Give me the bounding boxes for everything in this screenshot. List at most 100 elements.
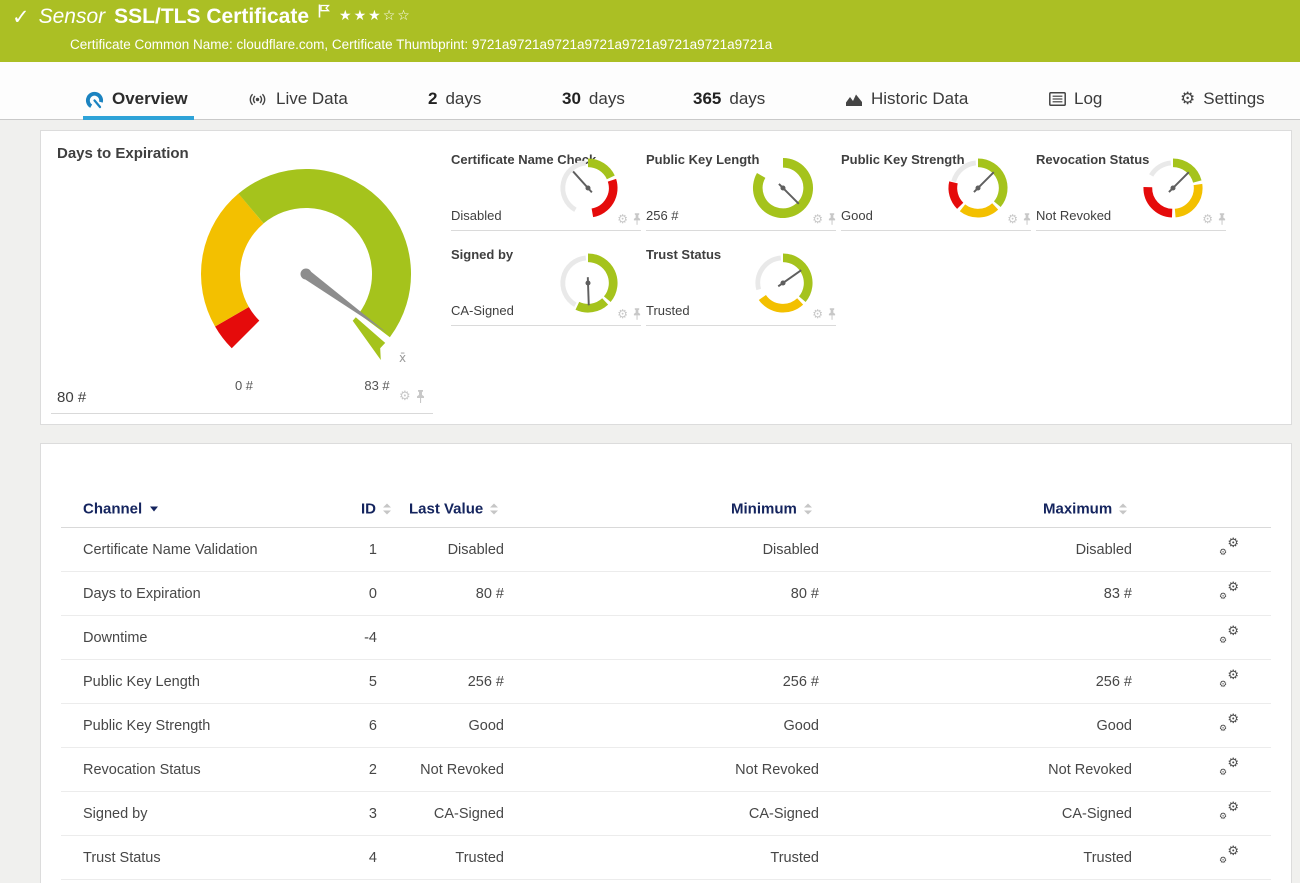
channel-settings-gears-icon[interactable]: ⚙ ⚙ bbox=[1219, 623, 1239, 646]
channel-settings-gears-icon[interactable]: ⚙ ⚙ bbox=[1219, 843, 1239, 866]
gear-icon[interactable]: ⚙ bbox=[1007, 212, 1018, 226]
channel-maximum: Trusted bbox=[1083, 849, 1132, 866]
table-row: Trust Status 4 Trusted Trusted Trusted ⚙… bbox=[61, 836, 1271, 880]
gear-icon[interactable]: ⚙ bbox=[812, 307, 823, 321]
tab-settings[interactable]: ⚙ Settings bbox=[1180, 86, 1265, 112]
days-to-expiration-gauge: x̄ bbox=[201, 169, 411, 365]
gauge-min-label: 0 # bbox=[234, 378, 254, 393]
tab-historic-data[interactable]: Historic Data bbox=[845, 86, 968, 112]
channel-minimum: 80 # bbox=[790, 585, 819, 602]
channel-settings-gears-icon[interactable]: ⚙ ⚙ bbox=[1219, 799, 1239, 822]
channel-maximum: Disabled bbox=[1075, 541, 1132, 558]
column-header-minimum[interactable]: Minimum bbox=[731, 500, 812, 517]
gear-icon[interactable]: ⚙ bbox=[617, 307, 628, 321]
sort-toggle-icon[interactable] bbox=[383, 503, 391, 514]
sort-toggle-icon[interactable] bbox=[1119, 503, 1128, 514]
channel-name[interactable]: Certificate Name Validation bbox=[83, 541, 258, 558]
gauge-card-value: 256 # bbox=[646, 208, 679, 223]
public-key-length-gauge bbox=[752, 157, 813, 219]
pin-icon[interactable] bbox=[1218, 213, 1226, 225]
channel-name[interactable]: Signed by bbox=[83, 805, 148, 822]
channel-name[interactable]: Downtime bbox=[83, 629, 148, 646]
tab-2-days[interactable]: 2 days bbox=[428, 86, 481, 112]
channel-minimum: Not Revoked bbox=[735, 761, 819, 778]
area-chart-icon bbox=[845, 92, 863, 107]
channel-name[interactable]: Public Key Length bbox=[83, 673, 200, 690]
column-header-channel[interactable]: Channel bbox=[83, 500, 159, 517]
gauge-card-title: Revocation Status bbox=[1036, 152, 1150, 167]
pin-icon[interactable] bbox=[633, 213, 641, 225]
gear-icon[interactable]: ⚙ bbox=[617, 212, 628, 226]
tab-label: Settings bbox=[1203, 89, 1265, 108]
channel-name[interactable]: Trust Status bbox=[83, 849, 161, 866]
tab-log[interactable]: Log bbox=[1049, 86, 1102, 112]
channel-maximum: CA-Signed bbox=[1061, 805, 1132, 822]
channel-minimum: CA-Signed bbox=[748, 805, 819, 822]
gauge-card-value: Disabled bbox=[451, 208, 502, 223]
channel-id: -4 bbox=[364, 629, 377, 646]
stars-empty-icon[interactable]: ☆☆ bbox=[382, 8, 412, 24]
gear-icon[interactable]: ⚙ bbox=[812, 212, 823, 226]
tab-label: days bbox=[445, 89, 482, 108]
gauge-tools: ⚙ bbox=[617, 308, 641, 320]
gauge-card-public-key-length: Public Key Length 256 # ⚙ bbox=[646, 146, 836, 231]
gauge-tools: ⚙ bbox=[812, 213, 836, 225]
gauge-card-title: Signed by bbox=[451, 247, 514, 262]
gauge-card-title: Public Key Strength bbox=[841, 152, 965, 167]
table-row: Signed by 3 CA-Signed CA-Signed CA-Signe… bbox=[61, 792, 1271, 836]
stars-filled-icon[interactable]: ★★★ bbox=[339, 8, 383, 24]
pin-icon[interactable] bbox=[633, 308, 641, 320]
channels-table-panel: Channel ID Last Value Minimum Maximum Ce… bbox=[40, 443, 1292, 883]
priority-stars[interactable]: ★★★☆☆ bbox=[339, 8, 412, 24]
tab-overview[interactable]: Overview bbox=[83, 86, 194, 120]
tab-live-data[interactable]: Live Data bbox=[247, 86, 348, 112]
flag-icon[interactable] bbox=[318, 4, 331, 23]
channel-id: 6 bbox=[368, 717, 377, 734]
gauge-card-title: Certificate Name Check bbox=[451, 152, 597, 167]
sensor-header: ✓ Sensor SSL/TLS Certificate ★★★☆☆ Certi… bbox=[0, 0, 1300, 62]
tab-label: Log bbox=[1074, 89, 1103, 108]
sort-toggle-icon[interactable] bbox=[803, 503, 812, 514]
gear-icon[interactable]: ⚙ bbox=[399, 389, 411, 404]
channel-name[interactable]: Public Key Strength bbox=[83, 717, 211, 734]
channel-name[interactable]: Revocation Status bbox=[83, 761, 201, 778]
gauge-tools: ⚙ bbox=[617, 213, 641, 225]
gear-icon[interactable]: ⚙ bbox=[1202, 212, 1213, 226]
channel-maximum: 83 # bbox=[1103, 585, 1132, 602]
tab-30-days[interactable]: 30 days bbox=[562, 86, 625, 112]
main-gauge-title: Days to Expiration bbox=[57, 145, 189, 162]
pin-icon[interactable] bbox=[828, 213, 836, 225]
gauge-card-value: Good bbox=[841, 208, 873, 223]
pin-icon[interactable] bbox=[416, 390, 425, 403]
channel-last-value: CA-Signed bbox=[433, 805, 504, 822]
channel-minimum: Trusted bbox=[770, 849, 819, 866]
gauge-card-value: Trusted bbox=[646, 303, 690, 318]
tab-label: days bbox=[729, 89, 766, 108]
channel-settings-gears-icon[interactable]: ⚙ ⚙ bbox=[1219, 579, 1239, 602]
channel-settings-gears-icon[interactable]: ⚙ ⚙ bbox=[1219, 667, 1239, 690]
tab-365-days[interactable]: 365 days bbox=[693, 86, 765, 112]
channel-id: 0 bbox=[368, 585, 377, 602]
pin-icon[interactable] bbox=[1023, 213, 1031, 225]
column-header-maximum[interactable]: Maximum bbox=[1043, 500, 1128, 517]
table-header-row: Channel ID Last Value Minimum Maximum bbox=[61, 490, 1271, 528]
column-header-id[interactable]: ID bbox=[361, 500, 391, 517]
gauge-current-value: 80 # bbox=[57, 389, 87, 406]
public-key-strength-gauge bbox=[948, 158, 1008, 218]
channel-id: 4 bbox=[368, 849, 377, 866]
channel-settings-gears-icon[interactable]: ⚙ ⚙ bbox=[1219, 535, 1239, 558]
gauge-tools: ⚙ bbox=[812, 308, 836, 320]
tab-label: Live Data bbox=[276, 89, 348, 108]
gauge-card-value: CA-Signed bbox=[451, 303, 514, 318]
channel-name[interactable]: Days to Expiration bbox=[83, 585, 201, 602]
sort-toggle-icon[interactable] bbox=[490, 503, 499, 514]
log-list-icon bbox=[1049, 92, 1066, 106]
channel-settings-gears-icon[interactable]: ⚙ ⚙ bbox=[1219, 755, 1239, 778]
gauge-max-label: 83 # bbox=[364, 378, 390, 393]
column-header-last-value[interactable]: Last Value bbox=[409, 500, 499, 517]
certificate-name-check-gauge bbox=[560, 158, 618, 218]
channel-settings-gears-icon[interactable]: ⚙ ⚙ bbox=[1219, 711, 1239, 734]
gauge-tools: ⚙ bbox=[1007, 213, 1031, 225]
pin-icon[interactable] bbox=[828, 308, 836, 320]
overview-gauges-panel: Days to Expiration x̄ 0 # 83 # 80 # ⚙ Ce… bbox=[40, 130, 1292, 425]
